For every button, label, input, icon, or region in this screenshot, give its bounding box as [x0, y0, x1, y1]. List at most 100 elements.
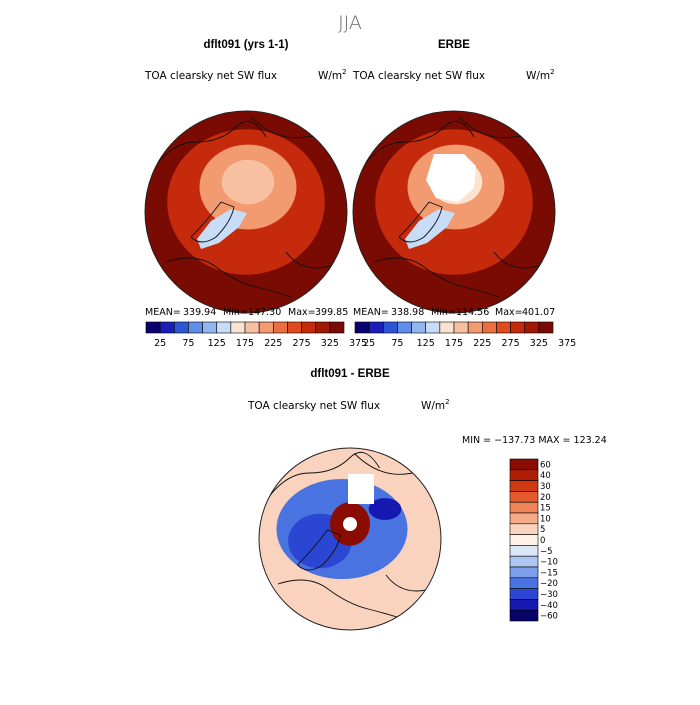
colorbar-swatch	[509, 512, 539, 525]
colorbar-tick-label: −10	[540, 558, 558, 568]
colorbar-tick-label: 175	[236, 338, 254, 349]
mean-label: MEAN=	[353, 307, 389, 318]
colorbar-swatch	[481, 321, 497, 334]
colorbar-swatch	[509, 458, 539, 471]
colorbar-swatch	[329, 321, 345, 334]
coastline	[493, 251, 555, 269]
colorbar-swatch	[287, 321, 302, 334]
max-label: Max=	[288, 307, 316, 318]
colorbar-tick-label: 25	[363, 338, 375, 349]
coastline	[373, 257, 500, 298]
panel-difference-title: dflt091 - ERBE	[310, 368, 390, 380]
colorbar-swatch	[272, 321, 288, 334]
colorbar-tick-label: 15	[540, 504, 551, 514]
colorbar-swatch	[173, 321, 189, 334]
stats-line-observed: MEAN= 338.98 Min= 114.56 Max= 401.07	[353, 307, 555, 318]
panel-observed-variable: TOA clearsky net SW flux	[352, 70, 485, 82]
colorbar-tick-label: 75	[182, 338, 194, 349]
panel-model: dflt091 (yrs 1-1) TOA clearsky net SW fl…	[144, 39, 367, 349]
colorbar-swatch	[425, 321, 441, 334]
colorbar-swatch	[524, 321, 540, 334]
colorbar-swatch	[382, 321, 398, 334]
colorbar-tick-label: 20	[540, 493, 551, 503]
coastline	[277, 579, 404, 620]
panel-observed: ERBE TOA clearsky net SW flux W/m2 MEAN=…	[352, 39, 576, 349]
field-pole	[221, 159, 275, 205]
map-boundary-observed	[352, 110, 556, 314]
colorbar-swatch	[509, 566, 539, 579]
colorbar-swatch	[397, 321, 412, 334]
figure-title: JJA	[338, 12, 362, 34]
colorbar-tick-label: −40	[540, 601, 558, 611]
colorbar-swatch	[509, 491, 539, 503]
colorbar-tick-label: 325	[530, 338, 548, 349]
colorbar-tick-label: −30	[540, 590, 558, 600]
colorbar-tick-label: 375	[349, 338, 367, 349]
polar-map-model	[145, 111, 347, 313]
mean-value: 339.94	[183, 307, 216, 318]
coastline	[285, 251, 347, 269]
coastline	[150, 120, 267, 173]
panel-observed-units: W/m2	[526, 68, 555, 82]
colorbar-swatch	[509, 501, 539, 514]
mean-label: MEAN=	[145, 307, 181, 318]
colorbar-swatch	[509, 609, 539, 622]
missing-data-region	[343, 517, 357, 531]
max-value: 401.07	[522, 307, 555, 318]
colorbar-swatch	[453, 321, 469, 334]
colorbar-swatch	[496, 321, 511, 334]
colorbar-tick-label: 275	[293, 338, 311, 349]
colorbar-swatch	[202, 321, 218, 334]
colorbar-swatch	[244, 321, 260, 334]
colorbar-tick-label: 225	[264, 338, 282, 349]
missing-data-region	[426, 154, 476, 202]
colorbar-swatch	[216, 321, 232, 334]
colorbar-tick-label: 275	[502, 338, 520, 349]
colorbar-tick-label: 125	[417, 338, 435, 349]
panel-observed-title: ERBE	[438, 39, 470, 51]
coastline	[165, 257, 292, 298]
colorbar-swatch	[509, 555, 539, 568]
panel-difference: dflt091 - ERBE TOA clearsky net SW flux …	[247, 368, 607, 631]
colorbar-swatch	[258, 321, 274, 334]
panel-difference-variable: TOA clearsky net SW flux	[247, 400, 380, 412]
colorbar-tick-label: 0	[540, 536, 545, 546]
stats-line-model: MEAN= 339.94 Min= 147.30 Max= 399.85	[145, 307, 348, 318]
coastline	[264, 451, 380, 504]
colorbar-tick-label: 5	[540, 525, 545, 535]
colorbar-observed: 25 75 125 175 225 275 325 375	[354, 321, 576, 349]
colorbar-tick-label: −5	[540, 547, 553, 557]
colorbar-swatch	[230, 321, 246, 334]
colorbar-tick-label: 25	[154, 338, 166, 349]
colorbar-swatch	[439, 321, 455, 334]
max-value: 399.85	[315, 307, 348, 318]
panel-model-variable: TOA clearsky net SW flux	[144, 70, 277, 82]
min-value: 114.56	[456, 307, 489, 318]
colorbar-tick-label: 60	[540, 460, 551, 470]
field-negative-arm	[368, 498, 402, 520]
colorbar-tick-label: 30	[540, 482, 551, 492]
mean-value: 338.98	[391, 307, 424, 318]
min-label: Min=	[431, 307, 456, 318]
colorbar-swatch	[411, 321, 427, 334]
colorbar-swatch	[509, 523, 539, 535]
panel-difference-units: W/m2	[421, 398, 450, 412]
colorbar-model: 25 75 125 175 225 275 325 375	[145, 321, 367, 349]
max-label: Max=	[495, 307, 523, 318]
colorbar-tick-label: −60	[540, 612, 558, 622]
colorbar-swatch	[315, 321, 331, 334]
colorbar-tick-label: −20	[540, 579, 558, 589]
colorbar-swatch	[145, 321, 161, 334]
colorbar-swatch	[538, 321, 554, 334]
colorbar-tick-label: 225	[473, 338, 491, 349]
missing-data-region	[348, 474, 374, 504]
colorbar-tick-label: 10	[540, 514, 551, 524]
colorbar-tick-label: 325	[321, 338, 339, 349]
min-label: Min=	[223, 307, 248, 318]
colorbar-swatch	[159, 321, 175, 334]
colorbar-swatch	[188, 321, 203, 334]
coastline	[398, 201, 443, 243]
panel-model-units: W/m2	[318, 68, 347, 82]
map-boundary-difference	[258, 447, 442, 631]
colorbar-swatch	[509, 545, 539, 557]
